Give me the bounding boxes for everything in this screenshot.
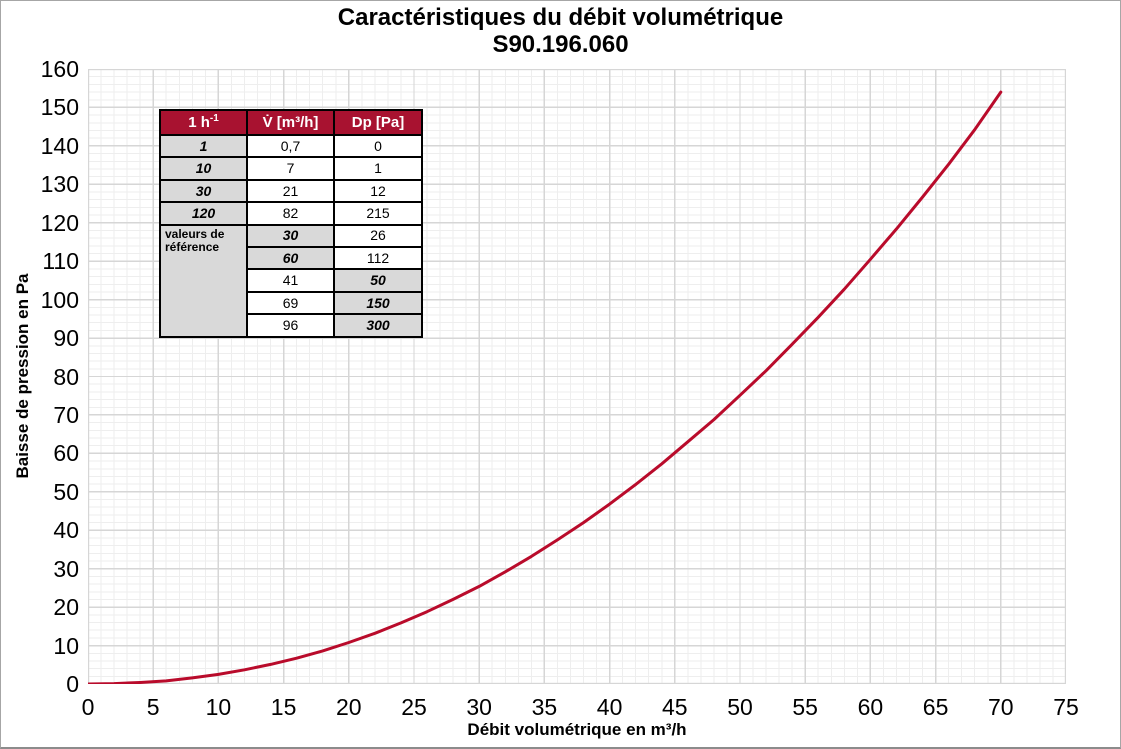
y-tick-label: 130 xyxy=(40,171,79,198)
x-tick-label: 75 xyxy=(1053,694,1079,720)
x-tick-label: 25 xyxy=(401,694,427,720)
table-row: 1 0,7 0 xyxy=(159,133,423,159)
chart-title: Caractéristiques du débit volumétrique S… xyxy=(1,4,1120,58)
chart-title-line2: S90.196.060 xyxy=(492,31,629,58)
y-tick-label: 150 xyxy=(40,94,79,121)
table-row: 69 150 xyxy=(160,290,423,316)
cell-v: 30 xyxy=(246,223,335,248)
table-row: 120 82 215 xyxy=(159,201,423,226)
cell-h: 1 xyxy=(159,133,248,159)
cell-v: 7 xyxy=(246,156,335,181)
header-pressure-drop: Dp [Pa] xyxy=(333,109,423,136)
y-tick-label: 110 xyxy=(42,248,79,275)
chart-title-line1: Caractéristiques du débit volumétrique xyxy=(337,4,784,31)
x-tick-label: 0 xyxy=(81,694,95,720)
cell-h: 120 xyxy=(159,201,248,226)
x-tick-label: 20 xyxy=(336,694,362,720)
y-tick-label: 80 xyxy=(53,363,79,390)
table-row: 10 7 1 xyxy=(159,156,423,181)
plot-border xyxy=(88,69,1066,684)
cell-v: 69 xyxy=(246,290,335,316)
x-tick-label: 5 xyxy=(146,694,160,720)
reference-values-table: 1 h-1 V̇ [m³/h] Dp [Pa] 1 0,7 0 10 7 1 3… xyxy=(159,109,423,338)
y-tick-label: 30 xyxy=(53,555,79,582)
cell-h: 30 xyxy=(159,178,248,204)
x-tick-label: 55 xyxy=(792,694,818,720)
header-volume-flow: V̇ [m³/h] xyxy=(246,109,335,136)
y-tick-label: 140 xyxy=(40,132,79,159)
x-tick-label: 40 xyxy=(596,694,623,720)
cell-dp: 300 xyxy=(333,313,423,338)
header-air-change-rate: 1 h-1 xyxy=(159,109,248,136)
y-tick-label: 70 xyxy=(53,401,79,428)
y-tick-label: 40 xyxy=(53,517,79,544)
x-tick-label: 15 xyxy=(270,694,297,720)
table-row: 96 300 xyxy=(160,313,423,338)
cell-dp: 50 xyxy=(333,268,423,293)
cell-dp: 215 xyxy=(333,201,423,226)
table-row: 60 112 xyxy=(160,245,423,271)
y-tick-label: 20 xyxy=(53,594,79,621)
cell-dp: 150 xyxy=(333,290,423,316)
y-tick-label: 160 xyxy=(40,56,79,82)
cell-dp: 1 xyxy=(333,156,423,181)
cell-v: 0,7 xyxy=(246,133,335,159)
cell-h: 10 xyxy=(159,156,248,181)
y-tick-label: 90 xyxy=(53,325,79,352)
x-tick-label: 60 xyxy=(857,694,884,720)
y-tick-label: 120 xyxy=(40,209,79,236)
x-axis-title: Débit volumétrique en m³/h xyxy=(467,720,687,739)
cell-dp: 112 xyxy=(333,245,423,271)
x-tick-label: 50 xyxy=(727,694,753,720)
table-row: valeurs de référence 30 26 xyxy=(159,223,423,338)
x-tick-label: 30 xyxy=(466,694,492,720)
x-tick-label: 65 xyxy=(922,694,949,720)
table-row: 30 21 12 xyxy=(159,178,423,204)
x-tick-label: 70 xyxy=(988,694,1014,720)
y-tick-label: 100 xyxy=(40,286,79,313)
cell-v: 82 xyxy=(246,201,335,226)
cell-dp: 12 xyxy=(333,178,423,204)
x-tick-label: 10 xyxy=(205,694,232,720)
y-axis-title: Baisse de pression en Pa xyxy=(13,273,32,479)
y-tick-label: 0 xyxy=(66,671,79,697)
cell-v: 60 xyxy=(246,245,335,271)
cell-v: 21 xyxy=(246,178,335,204)
flow-curve xyxy=(88,90,1003,684)
y-tick-label: 50 xyxy=(53,478,79,505)
cell-dp: 26 xyxy=(333,223,423,248)
cell-v: 96 xyxy=(246,313,335,338)
cell-dp: 0 xyxy=(333,133,423,159)
plot-area xyxy=(88,69,1066,684)
cell-v: 41 xyxy=(246,268,335,293)
y-tick-label: 60 xyxy=(53,440,79,467)
reference-values-label: valeurs de référence xyxy=(159,223,248,338)
grid-major xyxy=(88,69,1066,684)
x-tick-label: 45 xyxy=(662,694,688,720)
y-tick-label: 10 xyxy=(53,632,79,659)
table-row: 41 50 xyxy=(160,268,423,293)
table-header-row: 1 h-1 V̇ [m³/h] Dp [Pa] xyxy=(159,109,423,136)
x-tick-label: 35 xyxy=(531,694,558,720)
